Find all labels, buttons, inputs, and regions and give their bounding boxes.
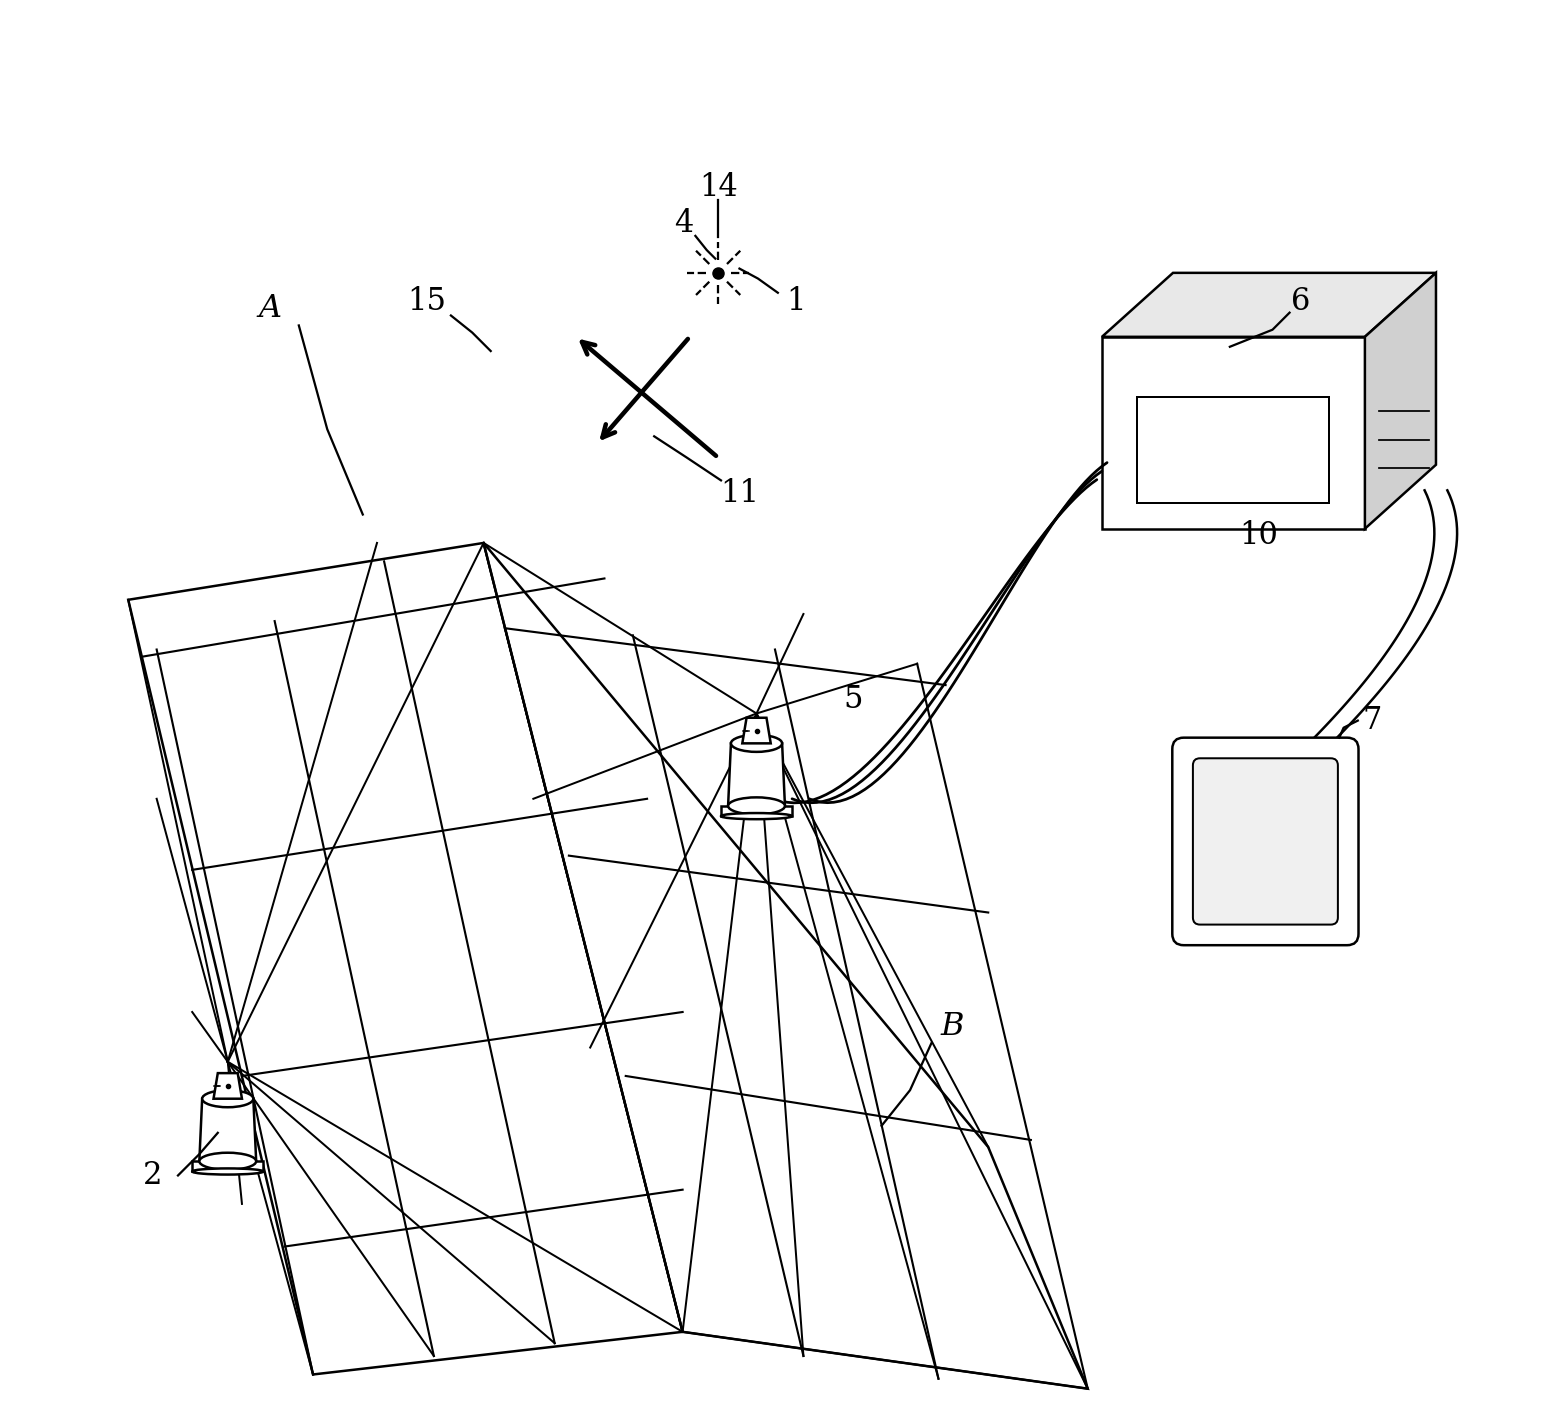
Text: 15: 15	[408, 285, 446, 317]
Polygon shape	[742, 718, 770, 743]
Polygon shape	[214, 1073, 242, 1099]
Text: 6: 6	[1291, 285, 1311, 317]
Polygon shape	[1102, 273, 1435, 337]
Text: 4: 4	[674, 207, 694, 238]
Ellipse shape	[728, 798, 784, 815]
Ellipse shape	[732, 735, 783, 752]
Polygon shape	[721, 806, 792, 816]
Polygon shape	[1102, 337, 1366, 529]
Ellipse shape	[721, 813, 792, 819]
Text: 1: 1	[786, 285, 806, 317]
Ellipse shape	[202, 1090, 253, 1107]
Polygon shape	[484, 542, 1088, 1388]
Ellipse shape	[200, 1153, 256, 1170]
Text: A: A	[259, 293, 282, 324]
Polygon shape	[129, 542, 682, 1374]
Text: 14: 14	[699, 173, 738, 203]
Polygon shape	[1366, 273, 1435, 529]
Text: 2: 2	[143, 1160, 163, 1192]
Text: 10: 10	[1238, 521, 1277, 551]
Polygon shape	[200, 1099, 256, 1162]
Polygon shape	[1138, 397, 1330, 504]
Text: 7: 7	[1362, 705, 1381, 736]
Polygon shape	[192, 1162, 264, 1172]
Text: 11: 11	[719, 478, 760, 508]
Ellipse shape	[192, 1169, 264, 1174]
Polygon shape	[728, 743, 784, 806]
FancyBboxPatch shape	[1194, 758, 1338, 925]
FancyBboxPatch shape	[1172, 738, 1358, 945]
Text: 5: 5	[843, 684, 863, 715]
Text: B: B	[941, 1010, 964, 1042]
